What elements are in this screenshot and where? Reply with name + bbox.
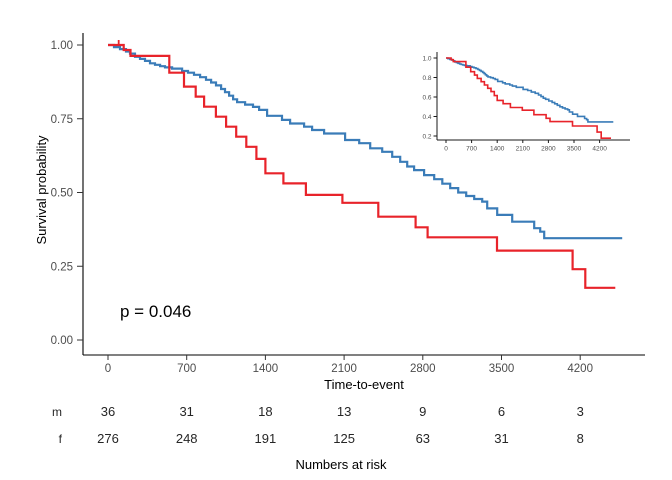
- y-tick-label: 0.50: [51, 188, 73, 200]
- inset-y-tick-label: 0.6: [422, 94, 431, 101]
- y-axis-ticks: 1.00 0.75 0.50 0.25 0.00: [51, 40, 83, 347]
- main-plot: 1.000.750.500.250.00 0 700 1400 2100 2800 350…: [34, 33, 645, 392]
- risk-value: 125: [333, 431, 355, 446]
- inset-x-tick-label: 700: [466, 146, 477, 153]
- risk-value: 9: [419, 404, 426, 419]
- inset-survival-curve-m: [446, 57, 611, 139]
- risk-value: 63: [416, 431, 430, 446]
- inset-x-tick-label: 2800: [541, 146, 556, 153]
- inset-y-tick-label: 0.8: [422, 75, 431, 82]
- y-tick-label: 0.25: [51, 261, 73, 273]
- x-tick-label: 1400: [253, 363, 279, 375]
- risk-value: 6: [498, 404, 505, 419]
- survival-curves: [108, 40, 623, 289]
- risk-value: 191: [255, 431, 277, 446]
- x-axis-title: Time-to-event: [324, 377, 404, 392]
- x-tick-label: 0: [105, 363, 111, 375]
- inset-x-tick-label: 3500: [567, 146, 582, 153]
- y-tick-label: 0.00: [51, 335, 73, 347]
- risk-table-caption: Numbers at risk: [295, 457, 387, 472]
- risk-value: 31: [179, 404, 193, 419]
- survival-curve-m: [108, 43, 616, 289]
- inset-y-tick-label: 0.2: [422, 133, 431, 140]
- survival-curve-f: [108, 43, 623, 240]
- risk-value: 18: [258, 404, 272, 419]
- p-value-label: p = 0.046: [120, 302, 191, 321]
- inset-x-tick-label: 2100: [516, 146, 531, 153]
- x-tick-label: 700: [177, 363, 196, 375]
- inset-plot: 1.0 0.8 0.6 0.4 0.2 0 700 1400 2100 2800 3500 4200: [422, 52, 630, 153]
- risk-value: 3: [577, 404, 584, 419]
- risk-row-label-f: f: [59, 432, 63, 446]
- inset-x-tick-label: 4200: [592, 146, 607, 153]
- x-tick-label: 2100: [331, 363, 357, 375]
- risk-value: 276: [97, 431, 119, 446]
- risk-value: 13: [337, 404, 351, 419]
- risk-row-label-m: m: [52, 405, 62, 419]
- x-tick-label: 4200: [567, 363, 593, 375]
- x-axis-ticks: 0 700 1400 2100 2800 3500 4200: [105, 355, 593, 375]
- inset-y-tick-label: 0.4: [422, 114, 431, 121]
- risk-value: 31: [494, 431, 508, 446]
- inset-survival-curve-f: [446, 57, 614, 123]
- y-tick-label: 1.00: [51, 40, 73, 52]
- x-tick-label: 2800: [410, 363, 436, 375]
- inset-x-tick-label: 1400: [490, 146, 505, 153]
- risk-table: m 36 31 18 13 9 6 3f 276 248 191 125 63 31 8 Numbers a…: [52, 404, 584, 472]
- x-tick-label: 3500: [489, 363, 515, 375]
- inset-survival-curves: [446, 57, 614, 139]
- risk-value: 8: [577, 431, 584, 446]
- risk-value: 248: [176, 431, 198, 446]
- risk-value: 36: [101, 404, 115, 419]
- inset-y-axis-ticks: 1.0 0.8 0.6 0.4 0.2: [422, 55, 437, 140]
- inset-x-axis-ticks: 0 700 1400 2100 2800 3500 4200: [444, 140, 607, 153]
- y-axis-title: Survival probability: [34, 135, 49, 245]
- inset-y-tick-label: 1.0: [422, 55, 431, 62]
- risk-table-rows: m 36 31 18 13 9 6 3f 276 248 191 125 63 31 8: [52, 404, 584, 446]
- y-tick-label: 0.75: [51, 114, 73, 126]
- inset-x-tick-label: 0: [444, 146, 448, 153]
